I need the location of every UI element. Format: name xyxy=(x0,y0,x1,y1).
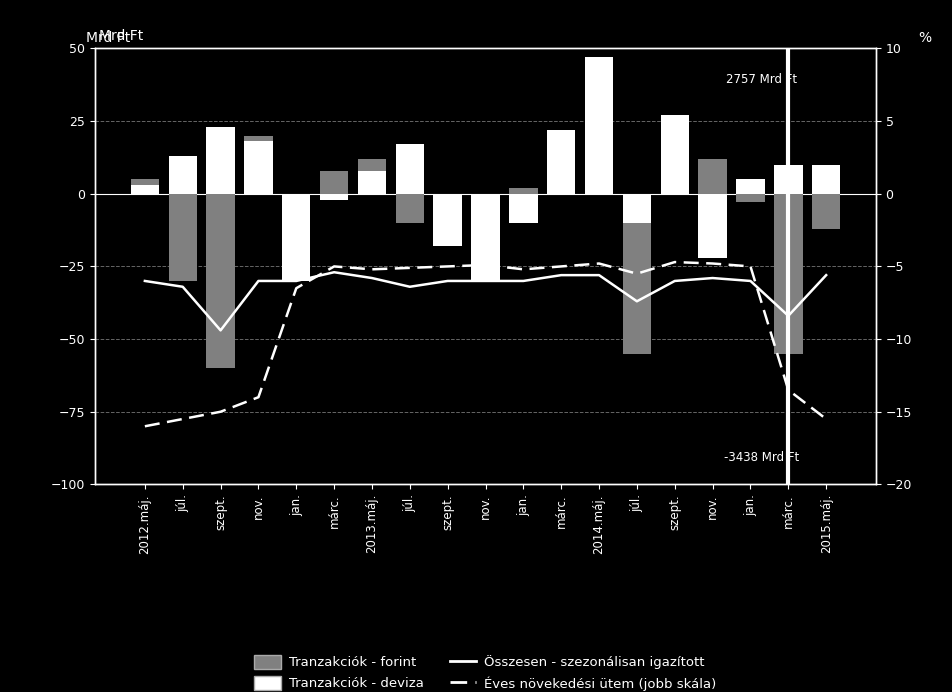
Bar xyxy=(282,194,310,208)
Bar xyxy=(396,145,424,194)
Bar xyxy=(320,194,348,199)
Bar xyxy=(661,170,689,194)
Legend: Tranzakciók - forint, Tranzakciók - deviza, Összesen - szezonálisan igazított, É: Tranzakciók - forint, Tranzakciók - devi… xyxy=(249,650,722,692)
Bar xyxy=(736,179,764,194)
Text: Mrd Ft: Mrd Ft xyxy=(99,28,144,43)
Bar xyxy=(774,165,803,194)
Bar xyxy=(509,194,538,223)
Bar xyxy=(699,159,726,194)
Bar xyxy=(320,170,348,194)
Text: -3438 Mrd Ft: -3438 Mrd Ft xyxy=(724,451,800,464)
Text: 2757 Mrd Ft: 2757 Mrd Ft xyxy=(726,73,798,86)
Bar xyxy=(661,116,689,194)
Bar xyxy=(547,153,575,194)
Bar xyxy=(358,170,387,194)
Bar xyxy=(396,194,424,223)
Bar xyxy=(433,194,462,246)
Bar xyxy=(509,188,538,194)
Bar xyxy=(358,159,387,194)
Bar xyxy=(245,136,272,194)
Bar xyxy=(282,194,310,281)
Bar xyxy=(245,141,272,194)
Bar xyxy=(812,194,841,228)
Bar xyxy=(623,194,651,354)
Bar xyxy=(169,156,197,194)
Bar xyxy=(471,194,500,223)
Bar xyxy=(207,127,235,194)
Bar xyxy=(547,130,575,194)
Bar xyxy=(169,194,197,281)
Bar xyxy=(130,185,159,194)
Bar xyxy=(736,194,764,203)
Bar xyxy=(774,194,803,354)
Bar xyxy=(699,194,726,257)
Bar xyxy=(623,194,651,223)
Bar xyxy=(812,165,841,194)
Bar xyxy=(585,57,613,194)
Bar xyxy=(130,179,159,194)
Bar xyxy=(471,194,500,281)
Text: Mrd Ft: Mrd Ft xyxy=(86,31,129,45)
Bar xyxy=(433,194,462,208)
Text: %: % xyxy=(919,31,932,45)
Bar xyxy=(585,179,613,194)
Bar xyxy=(207,194,235,368)
